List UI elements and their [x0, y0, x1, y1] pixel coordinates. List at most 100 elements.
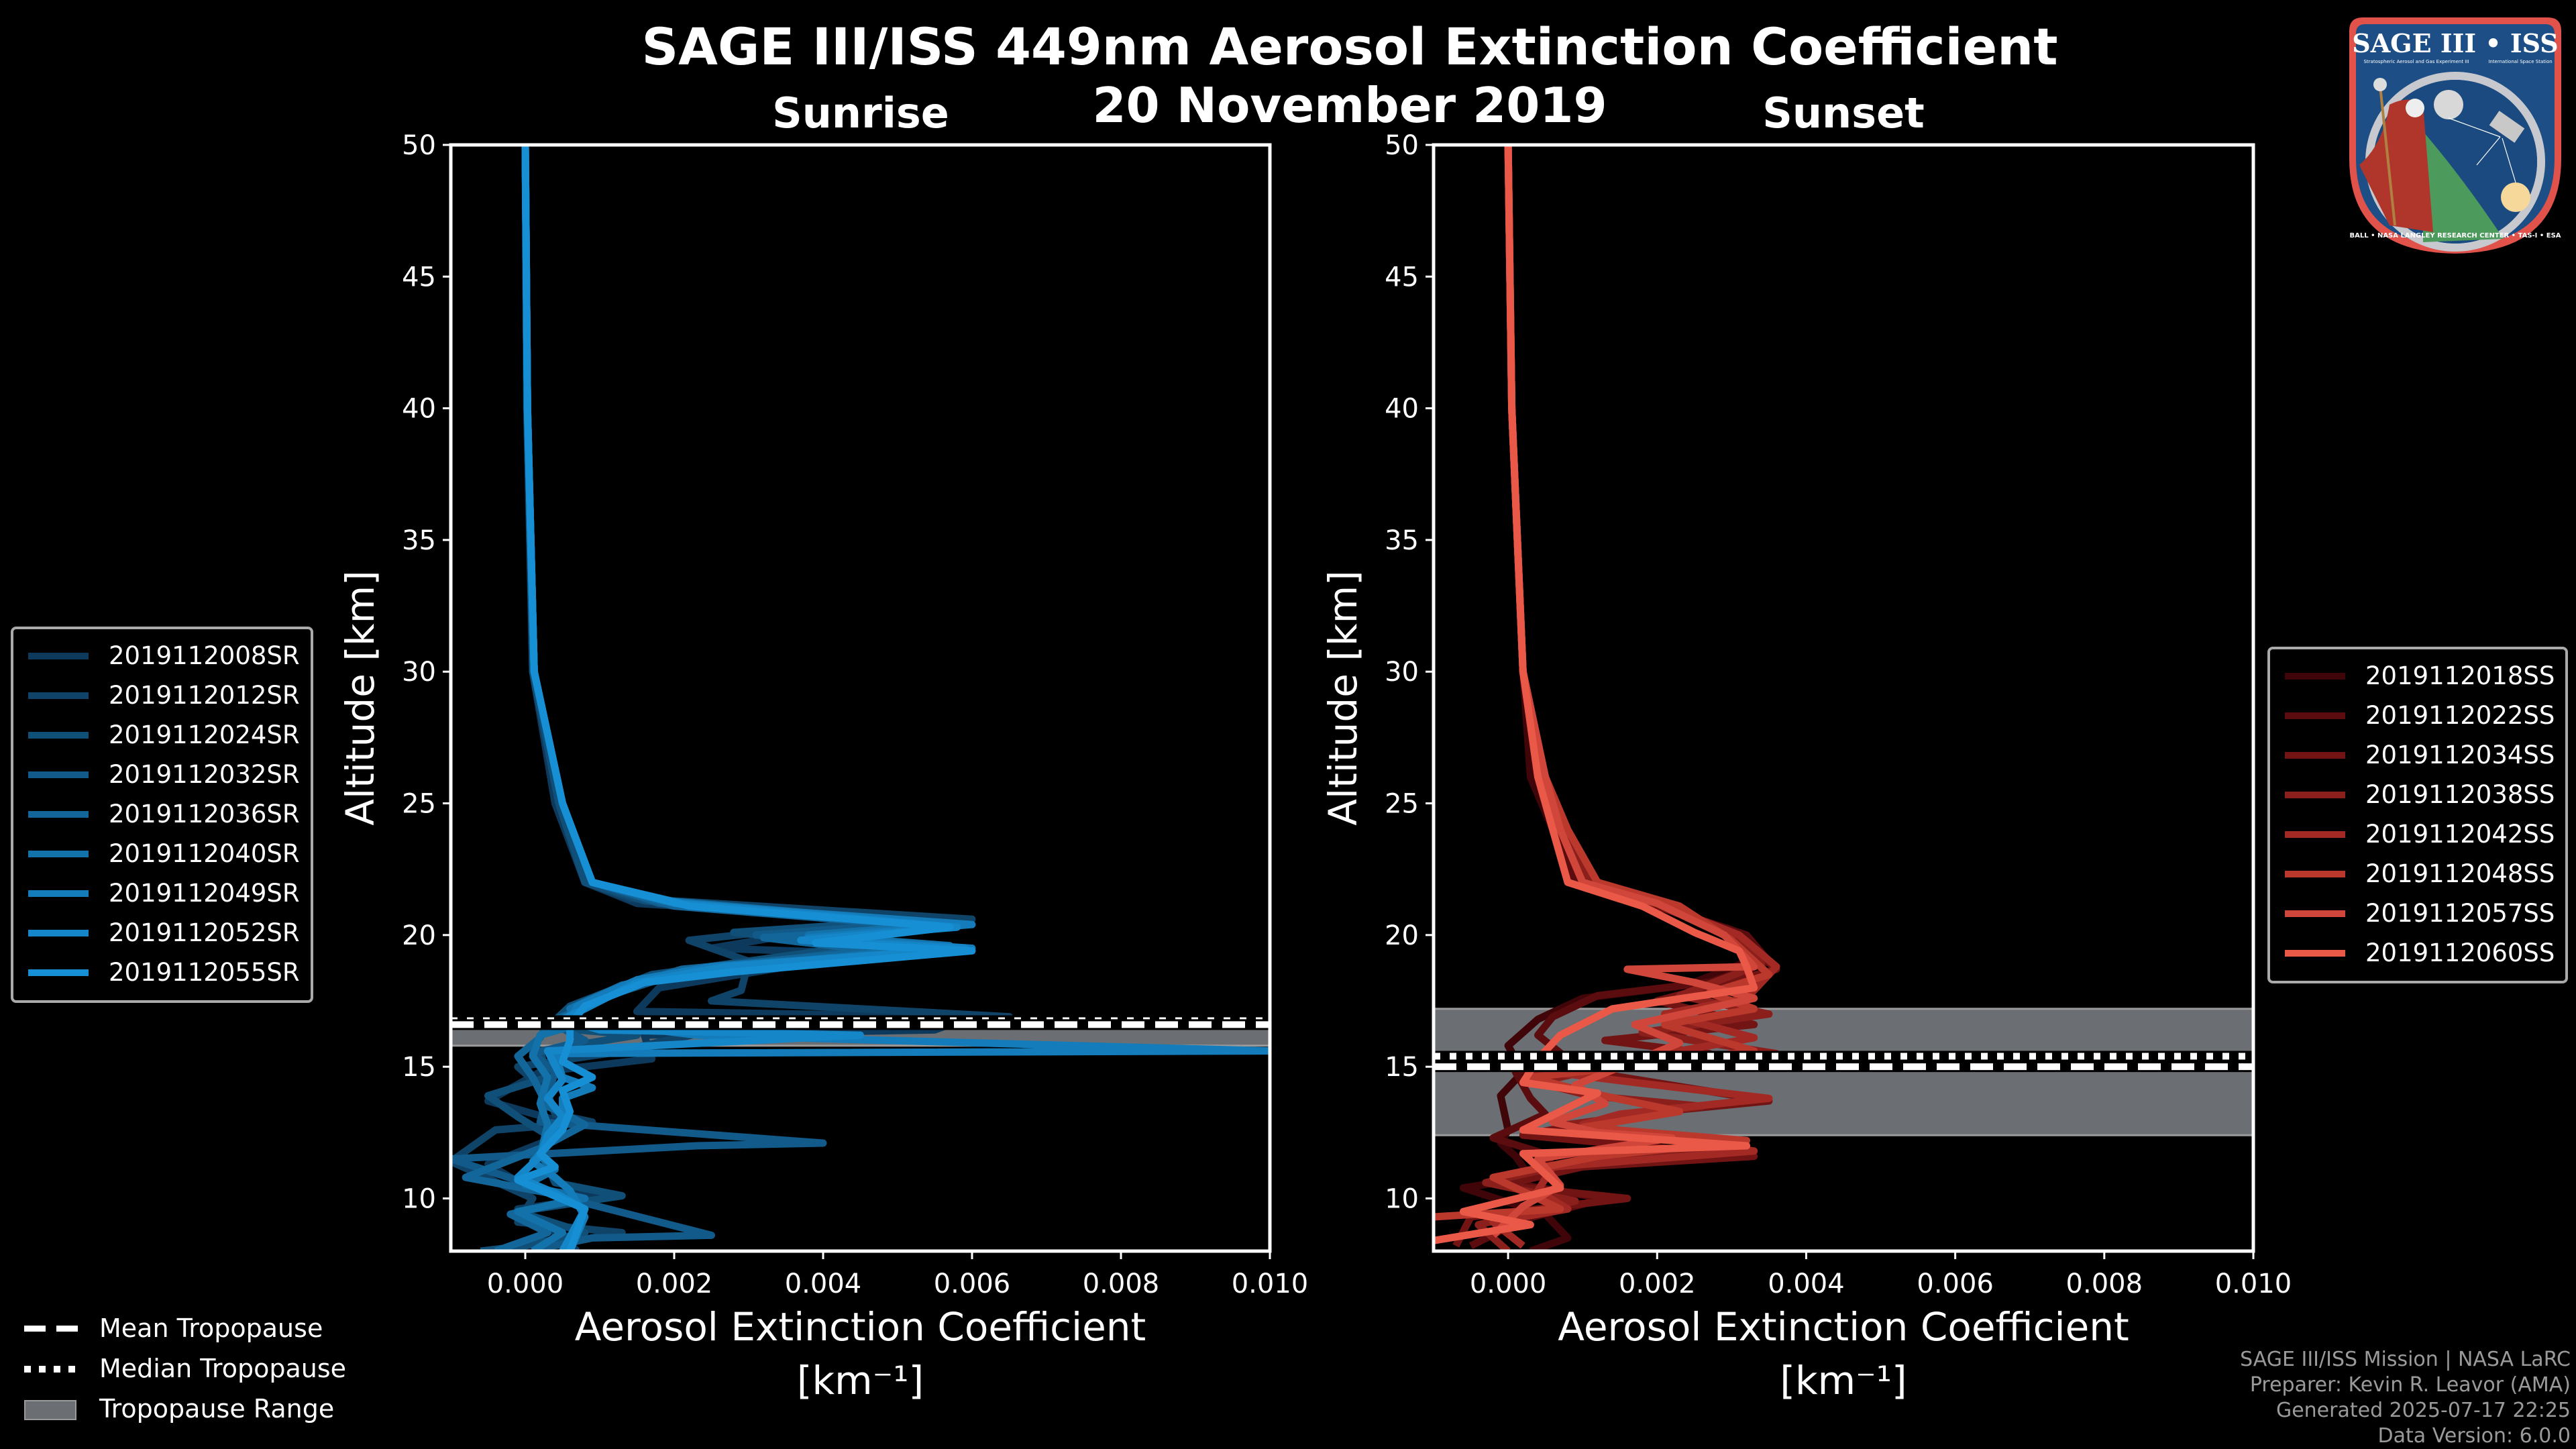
- legend-line-swatch-icon: [28, 652, 89, 659]
- x-tick-label: 0.000: [487, 1269, 564, 1299]
- credit-line-generated: Generated 2025-07-17 22:25: [2275, 1399, 2571, 1422]
- credit-line-version: Data Version: 6.0.0: [2377, 1424, 2571, 1448]
- credit-line-mission: SAGE III/ISS Mission | NASA LaRC: [2240, 1348, 2571, 1371]
- legend-line-swatch-icon: [2285, 712, 2345, 719]
- legend-item-2019112036SR: 2019112036SR: [28, 794, 300, 834]
- profile-lines: [451, 145, 1270, 1251]
- legend-label: 2019112036SR: [109, 800, 300, 828]
- sunrise-legend: 2019112008SR 2019112012SR 2019112024SR 2019…: [11, 627, 313, 1003]
- legend-line-swatch-icon: [2285, 949, 2345, 957]
- legend-label: 2019112042SS: [2365, 820, 2555, 849]
- x-tick-label: 0.010: [2215, 1269, 2292, 1299]
- x-axis-label: Aerosol Extinction Coefficient: [1558, 1304, 2129, 1350]
- y-tick-label: 45: [402, 262, 436, 292]
- legend-label: 2019112038SS: [2365, 780, 2555, 809]
- wizard-figure-icon: [2359, 99, 2433, 232]
- legend-label: 2019112024SR: [109, 720, 300, 749]
- x-tick-label: 0.002: [636, 1269, 713, 1299]
- y-tick-label: 25: [1385, 789, 1419, 820]
- y-tick-label: 20: [1385, 920, 1419, 951]
- patch-subtitle-2: International Space Station: [2488, 59, 2552, 64]
- legend-item-2019112008SR: 2019112008SR: [28, 636, 300, 676]
- x-axis-units: [km⁻¹]: [1780, 1358, 1907, 1403]
- legend-item-2019112040SR: 2019112040SR: [28, 834, 300, 873]
- dotted-line-icon: [24, 1358, 78, 1379]
- figure-subtitle: 20 November 2019: [1092, 77, 1607, 133]
- x-tick-label: 0.008: [1083, 1269, 1160, 1299]
- legend-line-swatch-icon: [2285, 830, 2345, 838]
- x-axis-label: Aerosol Extinction Coefficient: [575, 1304, 1146, 1350]
- sunrise-panel: 10 15 20 25 30 35 40 45 50 0.000 0.002 0.004 0.006 0.…: [337, 130, 1308, 1403]
- legend-label: 2019112040SR: [109, 839, 300, 868]
- legend-item-2019112052SR: 2019112052SR: [28, 913, 300, 953]
- legend-label: 2019112018SS: [2365, 661, 2555, 690]
- y-tick-label: 35: [402, 525, 436, 556]
- sage-iii-iss-mission-patch-logo: SAGE III • ISS Stratospheric Aerosol and…: [2349, 17, 2561, 254]
- legend-item-2019112032SR: 2019112032SR: [28, 755, 300, 794]
- legend-line-swatch-icon: [28, 850, 89, 857]
- beam-line: [2448, 117, 2501, 138]
- gray-band-icon: [24, 1399, 78, 1420]
- legend-line-swatch-icon: [2285, 870, 2345, 877]
- legend-line-swatch-icon: [28, 810, 89, 818]
- sunset-panel-title: Sunset: [1762, 89, 1925, 138]
- legend-label: Mean Tropopause: [99, 1313, 323, 1343]
- profile-lines: [1434, 145, 1780, 1251]
- patch-title: SAGE III • ISS: [2352, 28, 2558, 58]
- x-tick-label: 0.004: [1768, 1269, 1845, 1299]
- sunset-legend: 2019112018SS 2019112022SS 2019112034SS 2019…: [2267, 647, 2569, 983]
- legend-line-swatch-icon: [28, 692, 89, 699]
- axes-frame: [1432, 143, 2255, 1253]
- legend-label: 2019112049SR: [109, 879, 300, 908]
- legend-item-2019112018SS: 2019112018SS: [2285, 656, 2555, 696]
- legend-line-swatch-icon: [2285, 791, 2345, 798]
- legend-line-swatch-icon: [2285, 751, 2345, 759]
- y-tick-label: 10: [402, 1183, 436, 1214]
- legend-label: 2019112008SR: [109, 641, 300, 670]
- legend-label: 2019112034SS: [2365, 741, 2555, 769]
- y-axis-label: Altitude [km]: [337, 570, 383, 825]
- legend-label: 2019112022SS: [2365, 701, 2555, 730]
- legend-label: 2019112057SS: [2365, 899, 2555, 928]
- dashed-line-icon: [24, 1318, 78, 1338]
- wizard-staff-icon: [2379, 85, 2396, 226]
- y-tick-label: 25: [402, 789, 436, 820]
- legend-label: 2019112012SR: [109, 681, 300, 710]
- profile-line-2019112024SR: [480, 145, 894, 1251]
- moon-icon: [2434, 90, 2463, 119]
- legend-line-swatch-icon: [28, 771, 89, 778]
- y-tick-label: 40: [402, 394, 436, 425]
- legend-line-swatch-icon: [28, 890, 89, 897]
- beam-line: [2502, 138, 2516, 183]
- legend-label: Tropopause Range: [99, 1394, 335, 1424]
- y-tick-label: 45: [1385, 262, 1419, 292]
- x-tick-label: 0.008: [2066, 1269, 2143, 1299]
- y-tick-label: 30: [402, 657, 436, 688]
- legend-item-2019112060SS: 2019112060SS: [2285, 933, 2555, 973]
- y-tick-label: 35: [1385, 525, 1419, 556]
- legend-item-2019112022SS: 2019112022SS: [2285, 696, 2555, 735]
- patch-ring-text: BALL • NASA LANGLEY RESEARCH CENTER • TA…: [2349, 232, 2561, 239]
- staff-orb-icon: [2373, 78, 2387, 91]
- y-tick-label: 30: [1385, 657, 1419, 688]
- legend-line-swatch-icon: [2285, 672, 2345, 680]
- credits-footer: SAGE III/ISS Mission | NASA LaRC Prepare…: [2240, 1347, 2571, 1449]
- profile-line-2019112049SR: [521, 145, 1270, 1251]
- y-tick-label: 10: [1385, 1183, 1419, 1214]
- legend-item-2019112055SR: 2019112055SR: [28, 953, 300, 992]
- x-axis-units: [km⁻¹]: [797, 1358, 924, 1403]
- legend-item-2019112038SS: 2019112038SS: [2285, 775, 2555, 814]
- earth-icon: [2423, 131, 2504, 242]
- beam-line: [2476, 136, 2501, 166]
- legend-mean-tropopause: Mean Tropopause: [24, 1308, 346, 1348]
- x-tick-label: 0.000: [1470, 1269, 1547, 1299]
- legend-item-2019112034SS: 2019112034SS: [2285, 735, 2555, 775]
- y-tick-label: 40: [1385, 394, 1419, 425]
- legend-label: 2019112055SR: [109, 958, 300, 987]
- y-tick-label: 15: [402, 1052, 436, 1083]
- legend-item-2019112024SR: 2019112024SR: [28, 715, 300, 755]
- y-tick-label: 15: [1385, 1052, 1419, 1083]
- legend-label: 2019112060SS: [2365, 938, 2555, 967]
- iss-icon: [2489, 111, 2525, 143]
